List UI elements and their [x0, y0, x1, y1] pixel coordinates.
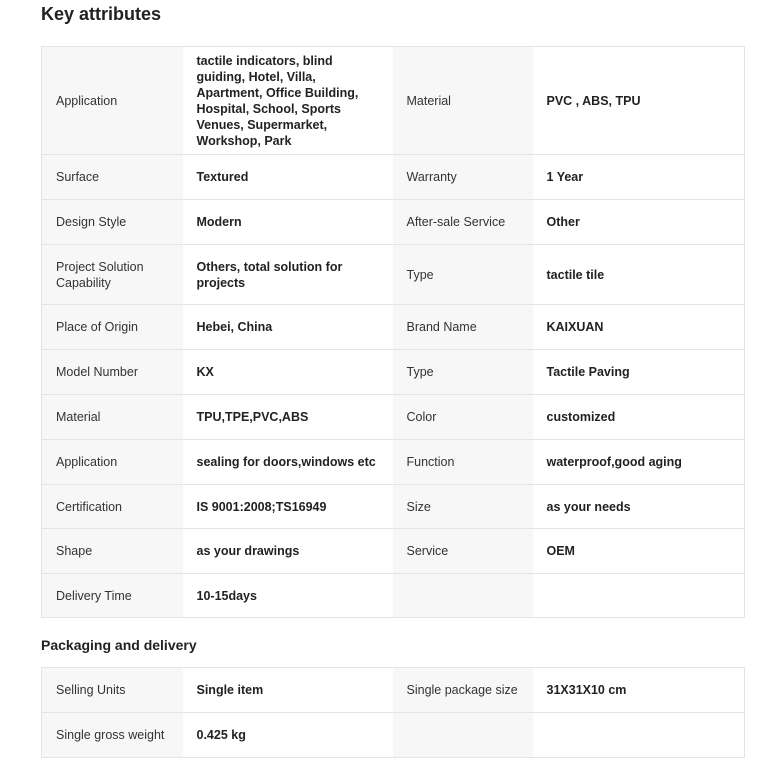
- attribute-label: Service: [392, 528, 533, 574]
- attribute-value: Hebei, China: [182, 304, 393, 350]
- attribute-row: Material TPU,TPE,PVC,ABS Color customized: [41, 394, 745, 440]
- attribute-row: Application tactile indicators, blind gui…: [41, 46, 745, 155]
- attribute-label: Design Style: [41, 199, 183, 245]
- attribute-label: Surface: [41, 154, 183, 200]
- attribute-row: Delivery Time 10-15days: [41, 573, 745, 618]
- attribute-label: Application: [41, 46, 183, 155]
- attribute-value: 0.425 kg: [182, 712, 393, 758]
- attribute-label: Type: [392, 349, 533, 395]
- attribute-label: Place of Origin: [41, 304, 183, 350]
- attribute-value: Other: [532, 199, 745, 245]
- attribute-value: KX: [182, 349, 393, 395]
- attribute-row: Selling Units Single item Single package s…: [41, 667, 745, 713]
- attribute-value: Others, total solution for projects: [182, 244, 393, 305]
- packaging-table: Selling Units Single item Single package s…: [41, 667, 745, 758]
- attribute-value: 31X31X10 cm: [532, 667, 745, 713]
- attribute-label: Application: [41, 439, 183, 485]
- key-attributes-table: Application tactile indicators, blind gui…: [41, 46, 745, 618]
- attribute-row: Certification IS 9001:2008;TS16949 Size as …: [41, 484, 745, 529]
- attribute-row: Design Style Modern After-sale Service Othe…: [41, 199, 745, 245]
- attribute-value: KAIXUAN: [532, 304, 745, 350]
- attribute-label: Material: [392, 46, 533, 155]
- attribute-label: Size: [392, 484, 533, 529]
- attribute-label: Type: [392, 244, 533, 305]
- attribute-value: tactile indicators, blind guiding, Hotel…: [182, 46, 393, 155]
- attribute-value: as your needs: [532, 484, 745, 529]
- attribute-row: Application sealing for doors,windows etc…: [41, 439, 745, 485]
- attribute-label: Material: [41, 394, 183, 440]
- attribute-value: Textured: [182, 154, 393, 200]
- attribute-value: [532, 712, 745, 758]
- attribute-row: Project Solution Capability Others, total…: [41, 244, 745, 305]
- attribute-label: Function: [392, 439, 533, 485]
- attribute-row: Model Number KX Type Tactile Paving: [41, 349, 745, 395]
- attribute-label: Selling Units: [41, 667, 183, 713]
- attribute-value: tactile tile: [532, 244, 745, 305]
- attribute-row: Surface Textured Warranty 1 Year: [41, 154, 745, 200]
- attribute-label: Project Solution Capability: [41, 244, 183, 305]
- attribute-row: Shape as your drawings Service OEM: [41, 528, 745, 574]
- attribute-label: Brand Name: [392, 304, 533, 350]
- attribute-label: [392, 573, 533, 618]
- attribute-label: Single package size: [392, 667, 533, 713]
- attribute-row: Single gross weight 0.425 kg: [41, 712, 745, 758]
- attribute-value: sealing for doors,windows etc: [182, 439, 393, 485]
- attribute-value: OEM: [532, 528, 745, 574]
- attribute-value: as your drawings: [182, 528, 393, 574]
- attribute-label: After-sale Service: [392, 199, 533, 245]
- packaging-heading: Packaging and delivery: [41, 637, 197, 653]
- attribute-value: customized: [532, 394, 745, 440]
- attribute-value: TPU,TPE,PVC,ABS: [182, 394, 393, 440]
- key-attributes-heading: Key attributes: [41, 4, 162, 24]
- attribute-label: Shape: [41, 528, 183, 574]
- attribute-label: Delivery Time: [41, 573, 183, 618]
- attribute-label: [392, 712, 533, 758]
- attribute-label: Single gross weight: [41, 712, 183, 758]
- attribute-value: 10-15days: [182, 573, 393, 618]
- attribute-value: Tactile Paving: [532, 349, 745, 395]
- attribute-value: [532, 573, 745, 618]
- attribute-value: Modern: [182, 199, 393, 245]
- attribute-label: Warranty: [392, 154, 533, 200]
- attribute-label: Color: [392, 394, 533, 440]
- attribute-value: IS 9001:2008;TS16949: [182, 484, 393, 529]
- attribute-label: Model Number: [41, 349, 183, 395]
- attribute-value: Single item: [182, 667, 393, 713]
- attribute-value: waterproof,good aging: [532, 439, 745, 485]
- attribute-row: Place of Origin Hebei, China Brand Name KAI…: [41, 304, 745, 350]
- attribute-value: 1 Year: [532, 154, 745, 200]
- attribute-label: Certification: [41, 484, 183, 529]
- attribute-value: PVC , ABS, TPU: [532, 46, 745, 155]
